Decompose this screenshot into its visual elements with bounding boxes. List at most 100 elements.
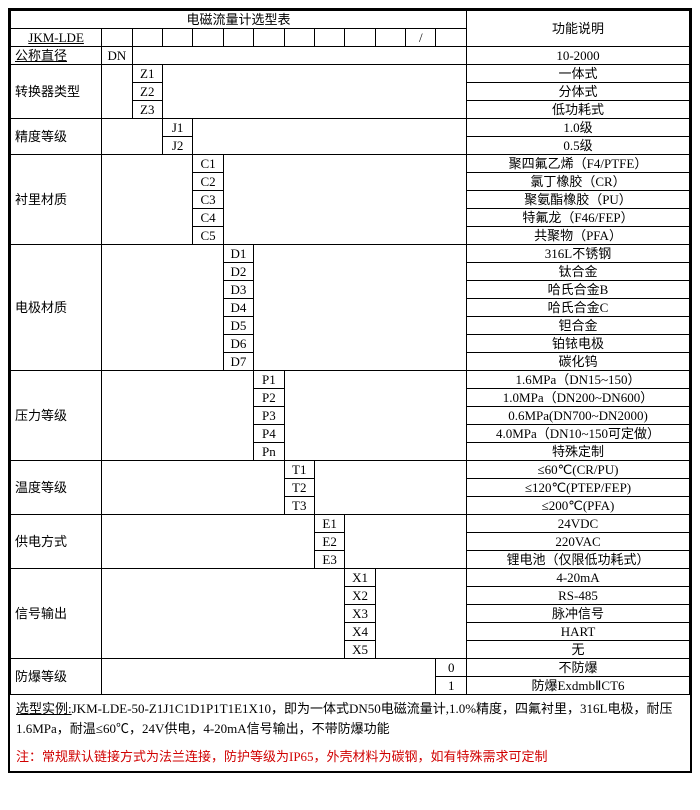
desc-cell: 锂电池（仅限低功耗式）	[467, 551, 690, 569]
selection-table-container: 电磁流量计选型表 功能说明 JKM-LDE / 公称直径 DN 10-2000 …	[8, 8, 692, 773]
code-cell: D5	[223, 317, 253, 335]
desc-cell: ≤60℃(CR/PU)	[467, 461, 690, 479]
slot	[375, 29, 405, 47]
group-label: 转换器类型	[11, 65, 102, 119]
group-label: 供电方式	[11, 515, 102, 569]
spacer	[102, 245, 224, 371]
spacer	[102, 515, 315, 569]
desc-cell: 聚氨酯橡胶（PU）	[467, 191, 690, 209]
footer-note: 注：常规默认链接方式为法兰连接，防护等级为IP65，外壳材料为碳钢，如有特殊需求…	[10, 743, 690, 771]
header-right: 功能说明	[467, 11, 690, 47]
code-cell: D3	[223, 281, 253, 299]
code-cell: C5	[193, 227, 223, 245]
code-cell: Z3	[132, 101, 162, 119]
spacer	[314, 461, 466, 515]
desc-cell: 氯丁橡胶（CR）	[467, 173, 690, 191]
desc-cell: 铂铱电极	[467, 335, 690, 353]
code-cell: X4	[345, 623, 375, 641]
code-cell: X1	[345, 569, 375, 587]
desc-cell: RS-485	[467, 587, 690, 605]
code-cell: 1	[436, 677, 467, 695]
code-cell: C2	[193, 173, 223, 191]
code-cell: 0	[436, 659, 467, 677]
code-cell: X2	[345, 587, 375, 605]
desc-cell: 哈氏合金C	[467, 299, 690, 317]
code-cell: E1	[314, 515, 344, 533]
slot	[132, 29, 162, 47]
desc-cell: HART	[467, 623, 690, 641]
code-cell: P2	[254, 389, 284, 407]
group-label: 温度等级	[11, 461, 102, 515]
code-cell: J1	[162, 119, 192, 137]
spacer	[102, 461, 284, 515]
code-cell: D1	[223, 245, 253, 263]
desc-cell: 分体式	[467, 83, 690, 101]
code-cell: Pn	[254, 443, 284, 461]
desc-cell: 钛合金	[467, 263, 690, 281]
code-cell: J2	[162, 137, 192, 155]
desc-cell: 316L不锈钢	[467, 245, 690, 263]
spacer	[375, 569, 466, 659]
code-cell: T3	[284, 497, 314, 515]
code-cell: X3	[345, 605, 375, 623]
desc-cell: 低功耗式	[467, 101, 690, 119]
slot-slash: /	[406, 29, 436, 47]
model-code: JKM-LDE	[11, 29, 102, 47]
spacer	[102, 65, 132, 119]
desc-cell: 聚四氟乙烯（F4/PTFE）	[467, 155, 690, 173]
desc-cell: 1.0MPa（DN200~DN600）	[467, 389, 690, 407]
code-cell: P4	[254, 425, 284, 443]
slot	[254, 29, 284, 47]
code-cell: Z1	[132, 65, 162, 83]
group-label: 电极材质	[11, 245, 102, 371]
desc-cell: 4.0MPa（DN10~150可定做）	[467, 425, 690, 443]
spacer	[102, 119, 163, 155]
desc-cell: 1.0级	[467, 119, 690, 137]
slot	[193, 29, 223, 47]
selection-table: 电磁流量计选型表 功能说明 JKM-LDE / 公称直径 DN 10-2000 …	[10, 10, 690, 695]
code-cell: T1	[284, 461, 314, 479]
code-cell: D6	[223, 335, 253, 353]
slot	[436, 29, 467, 47]
spacer	[162, 65, 466, 119]
code-cell: E2	[314, 533, 344, 551]
group-label: 防爆等级	[11, 659, 102, 695]
desc-cell: ≤200℃(PFA)	[467, 497, 690, 515]
code-cell: DN	[102, 47, 132, 65]
code-cell: Z2	[132, 83, 162, 101]
code-cell: D2	[223, 263, 253, 281]
group-label: 精度等级	[11, 119, 102, 155]
spacer	[345, 515, 467, 569]
footer-example-text: JKM-LDE-50-Z1J1C1D1P1T1E1X10，即为一体式DN50电磁…	[16, 701, 673, 736]
code-cell: P3	[254, 407, 284, 425]
code-cell: E3	[314, 551, 344, 569]
code-cell: C1	[193, 155, 223, 173]
desc-cell: 4-20mA	[467, 569, 690, 587]
spacer	[284, 371, 466, 461]
spacer	[102, 659, 436, 695]
spacer	[102, 371, 254, 461]
footer-example-label: 选型实例:	[16, 701, 72, 716]
desc-cell: 脉冲信号	[467, 605, 690, 623]
slot	[314, 29, 344, 47]
desc-cell: 1.6MPa（DN15~150）	[467, 371, 690, 389]
desc-cell: 特殊定制	[467, 443, 690, 461]
code-cell: D7	[223, 353, 253, 371]
desc-cell: 碳化钨	[467, 353, 690, 371]
code-cell: X5	[345, 641, 375, 659]
desc-cell: 钽合金	[467, 317, 690, 335]
desc-cell: 0.5级	[467, 137, 690, 155]
desc-cell: 不防爆	[467, 659, 690, 677]
slot	[162, 29, 192, 47]
desc-cell: 无	[467, 641, 690, 659]
spacer	[193, 119, 467, 155]
desc-cell: ≤120℃(PTEP/FEP)	[467, 479, 690, 497]
code-cell: D4	[223, 299, 253, 317]
slot	[345, 29, 375, 47]
desc-cell: 10-2000	[467, 47, 690, 65]
group-label: 衬里材质	[11, 155, 102, 245]
desc-cell: 特氟龙（F46/FEP）	[467, 209, 690, 227]
group-label: 信号输出	[11, 569, 102, 659]
desc-cell: 共聚物（PFA）	[467, 227, 690, 245]
slot	[284, 29, 314, 47]
